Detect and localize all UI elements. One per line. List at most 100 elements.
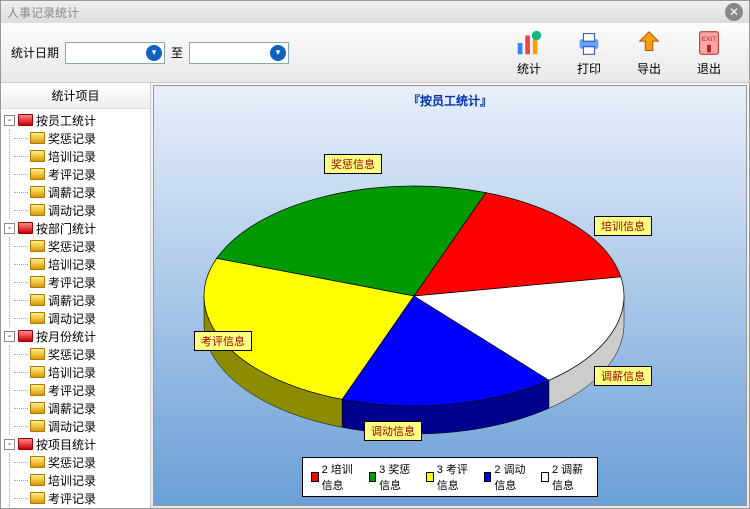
legend-swatch <box>484 472 492 482</box>
tree-item-label: 调薪记录 <box>48 292 96 309</box>
legend-item: 2 培训信息 <box>311 461 359 493</box>
folder-icon <box>30 312 45 324</box>
folder-icon <box>30 204 45 216</box>
collapse-icon[interactable]: - <box>4 223 15 234</box>
legend-swatch <box>541 472 549 482</box>
tree-item[interactable]: 奖惩记录 <box>14 345 150 363</box>
tree-item[interactable]: 培训记录 <box>14 147 150 165</box>
legend-label: 3 考评信息 <box>437 461 474 493</box>
button-label: 退出 <box>697 60 721 77</box>
chart-area: 『按员工统计』 培训信息奖惩信息考评信息调动信息调薪信息 2 培训信息 3 奖惩信… <box>153 85 747 506</box>
tree-item[interactable]: 培训记录 <box>14 471 150 489</box>
tree-item[interactable]: 调薪记录 <box>14 507 150 508</box>
tree-item[interactable]: 调动记录 <box>14 417 150 435</box>
slice-label: 调薪信息 <box>594 366 652 386</box>
tree-item-label: 奖惩记录 <box>48 238 96 255</box>
legend-item: 2 调动信息 <box>484 461 532 493</box>
dropdown-icon[interactable]: ▾ <box>270 45 286 61</box>
tree[interactable]: -按员工统计奖惩记录培训记录考评记录调薪记录调动记录-按部门统计奖惩记录培训记录… <box>1 109 150 508</box>
collapse-icon[interactable]: - <box>4 115 15 126</box>
print-icon <box>574 28 604 58</box>
close-icon[interactable]: ✕ <box>725 3 743 21</box>
legend-label: 2 培训信息 <box>322 461 359 493</box>
folder-icon <box>30 132 45 144</box>
button-label: 统计 <box>517 60 541 77</box>
collapse-icon[interactable]: - <box>4 439 15 450</box>
folder-icon <box>30 168 45 180</box>
folder-icon <box>30 258 45 270</box>
window-title: 人事记录统计 <box>7 4 79 21</box>
tree-item[interactable]: 调薪记录 <box>14 291 150 309</box>
tree-item-label: 奖惩记录 <box>48 454 96 471</box>
tree-item[interactable]: 调薪记录 <box>14 399 150 417</box>
legend-item: 2 调薪信息 <box>541 461 589 493</box>
tree-group-label: 按项目统计 <box>36 436 96 453</box>
slice-label: 调动信息 <box>364 421 422 441</box>
tree-item[interactable]: 调薪记录 <box>14 183 150 201</box>
tree-item[interactable]: 调动记录 <box>14 309 150 327</box>
folder-icon <box>30 240 45 252</box>
toolbar: 统计日期 ▾ 至 ▾ 统计打印导出EXIT退出 <box>1 23 749 83</box>
export-icon <box>634 28 664 58</box>
tree-item[interactable]: 奖惩记录 <box>14 129 150 147</box>
exit-button[interactable]: EXIT 退出 <box>679 24 739 81</box>
chart-title: 『按员工统计』 <box>154 86 746 109</box>
tree-item-label: 考评记录 <box>48 166 96 183</box>
titlebar: 人事记录统计 ✕ <box>1 1 749 23</box>
dropdown-icon[interactable]: ▾ <box>146 45 162 61</box>
tree-item[interactable]: 调动记录 <box>14 201 150 219</box>
tree-item[interactable]: 培训记录 <box>14 363 150 381</box>
tree-item-label: 调动记录 <box>48 202 96 219</box>
date-label: 统计日期 <box>11 44 59 61</box>
tree-item[interactable]: 考评记录 <box>14 381 150 399</box>
folder-icon <box>30 276 45 288</box>
sidebar-header: 统计项目 <box>1 83 150 109</box>
collapse-icon[interactable]: - <box>4 331 15 342</box>
tree-item[interactable]: 考评记录 <box>14 273 150 291</box>
tree-item-label: 考评记录 <box>48 382 96 399</box>
tree-item-label: 考评记录 <box>48 490 96 507</box>
tree-item-label: 调薪记录 <box>48 184 96 201</box>
tree-item-label: 调薪记录 <box>48 508 96 509</box>
tree-item[interactable]: 考评记录 <box>14 489 150 507</box>
tree-group[interactable]: - 按部门统计 <box>1 219 150 237</box>
folder-icon <box>18 438 33 450</box>
tree-item[interactable]: 考评记录 <box>14 165 150 183</box>
tree-item-label: 调薪记录 <box>48 400 96 417</box>
tree-group-label: 按月份统计 <box>36 328 96 345</box>
tree-item[interactable]: 奖惩记录 <box>14 237 150 255</box>
tree-group-label: 按部门统计 <box>36 220 96 237</box>
folder-icon <box>30 492 45 504</box>
legend-swatch <box>426 472 434 482</box>
tree-item[interactable]: 培训记录 <box>14 255 150 273</box>
tree-group[interactable]: -按员工统计 <box>1 111 150 129</box>
slice-label: 培训信息 <box>594 216 652 236</box>
legend: 2 培训信息 3 奖惩信息 3 考评信息 2 调动信息 2 调薪信息 <box>302 457 598 497</box>
button-label: 打印 <box>577 60 601 77</box>
tree-group[interactable]: - 按项目统计 <box>1 435 150 453</box>
slice-label: 奖惩信息 <box>324 154 382 174</box>
legend-label: 2 调薪信息 <box>552 461 589 493</box>
tree-item-label: 培训记录 <box>48 364 96 381</box>
legend-item: 3 考评信息 <box>426 461 474 493</box>
folder-icon <box>18 330 33 342</box>
exit-icon: EXIT <box>694 28 724 58</box>
folder-icon <box>30 348 45 360</box>
tree-group[interactable]: - 按月份统计 <box>1 327 150 345</box>
svg-text:EXIT: EXIT <box>702 36 717 43</box>
button-label: 导出 <box>637 60 661 77</box>
print-button[interactable]: 打印 <box>559 24 619 81</box>
export-button[interactable]: 导出 <box>619 24 679 81</box>
pie-chart: 培训信息奖惩信息考评信息调动信息调薪信息 <box>194 146 634 446</box>
tree-item-label: 奖惩记录 <box>48 346 96 363</box>
legend-label: 3 奖惩信息 <box>379 461 416 493</box>
sidebar: 统计项目 -按员工统计奖惩记录培训记录考评记录调薪记录调动记录-按部门统计奖惩记… <box>1 83 151 508</box>
stats-icon <box>514 28 544 58</box>
tree-item[interactable]: 奖惩记录 <box>14 453 150 471</box>
stats-button[interactable]: 统计 <box>499 24 559 81</box>
tree-item-label: 培训记录 <box>48 472 96 489</box>
folder-icon <box>30 366 45 378</box>
tree-item-label: 考评记录 <box>48 274 96 291</box>
date-to-input[interactable]: ▾ <box>189 42 289 64</box>
date-from-input[interactable]: ▾ <box>65 42 165 64</box>
